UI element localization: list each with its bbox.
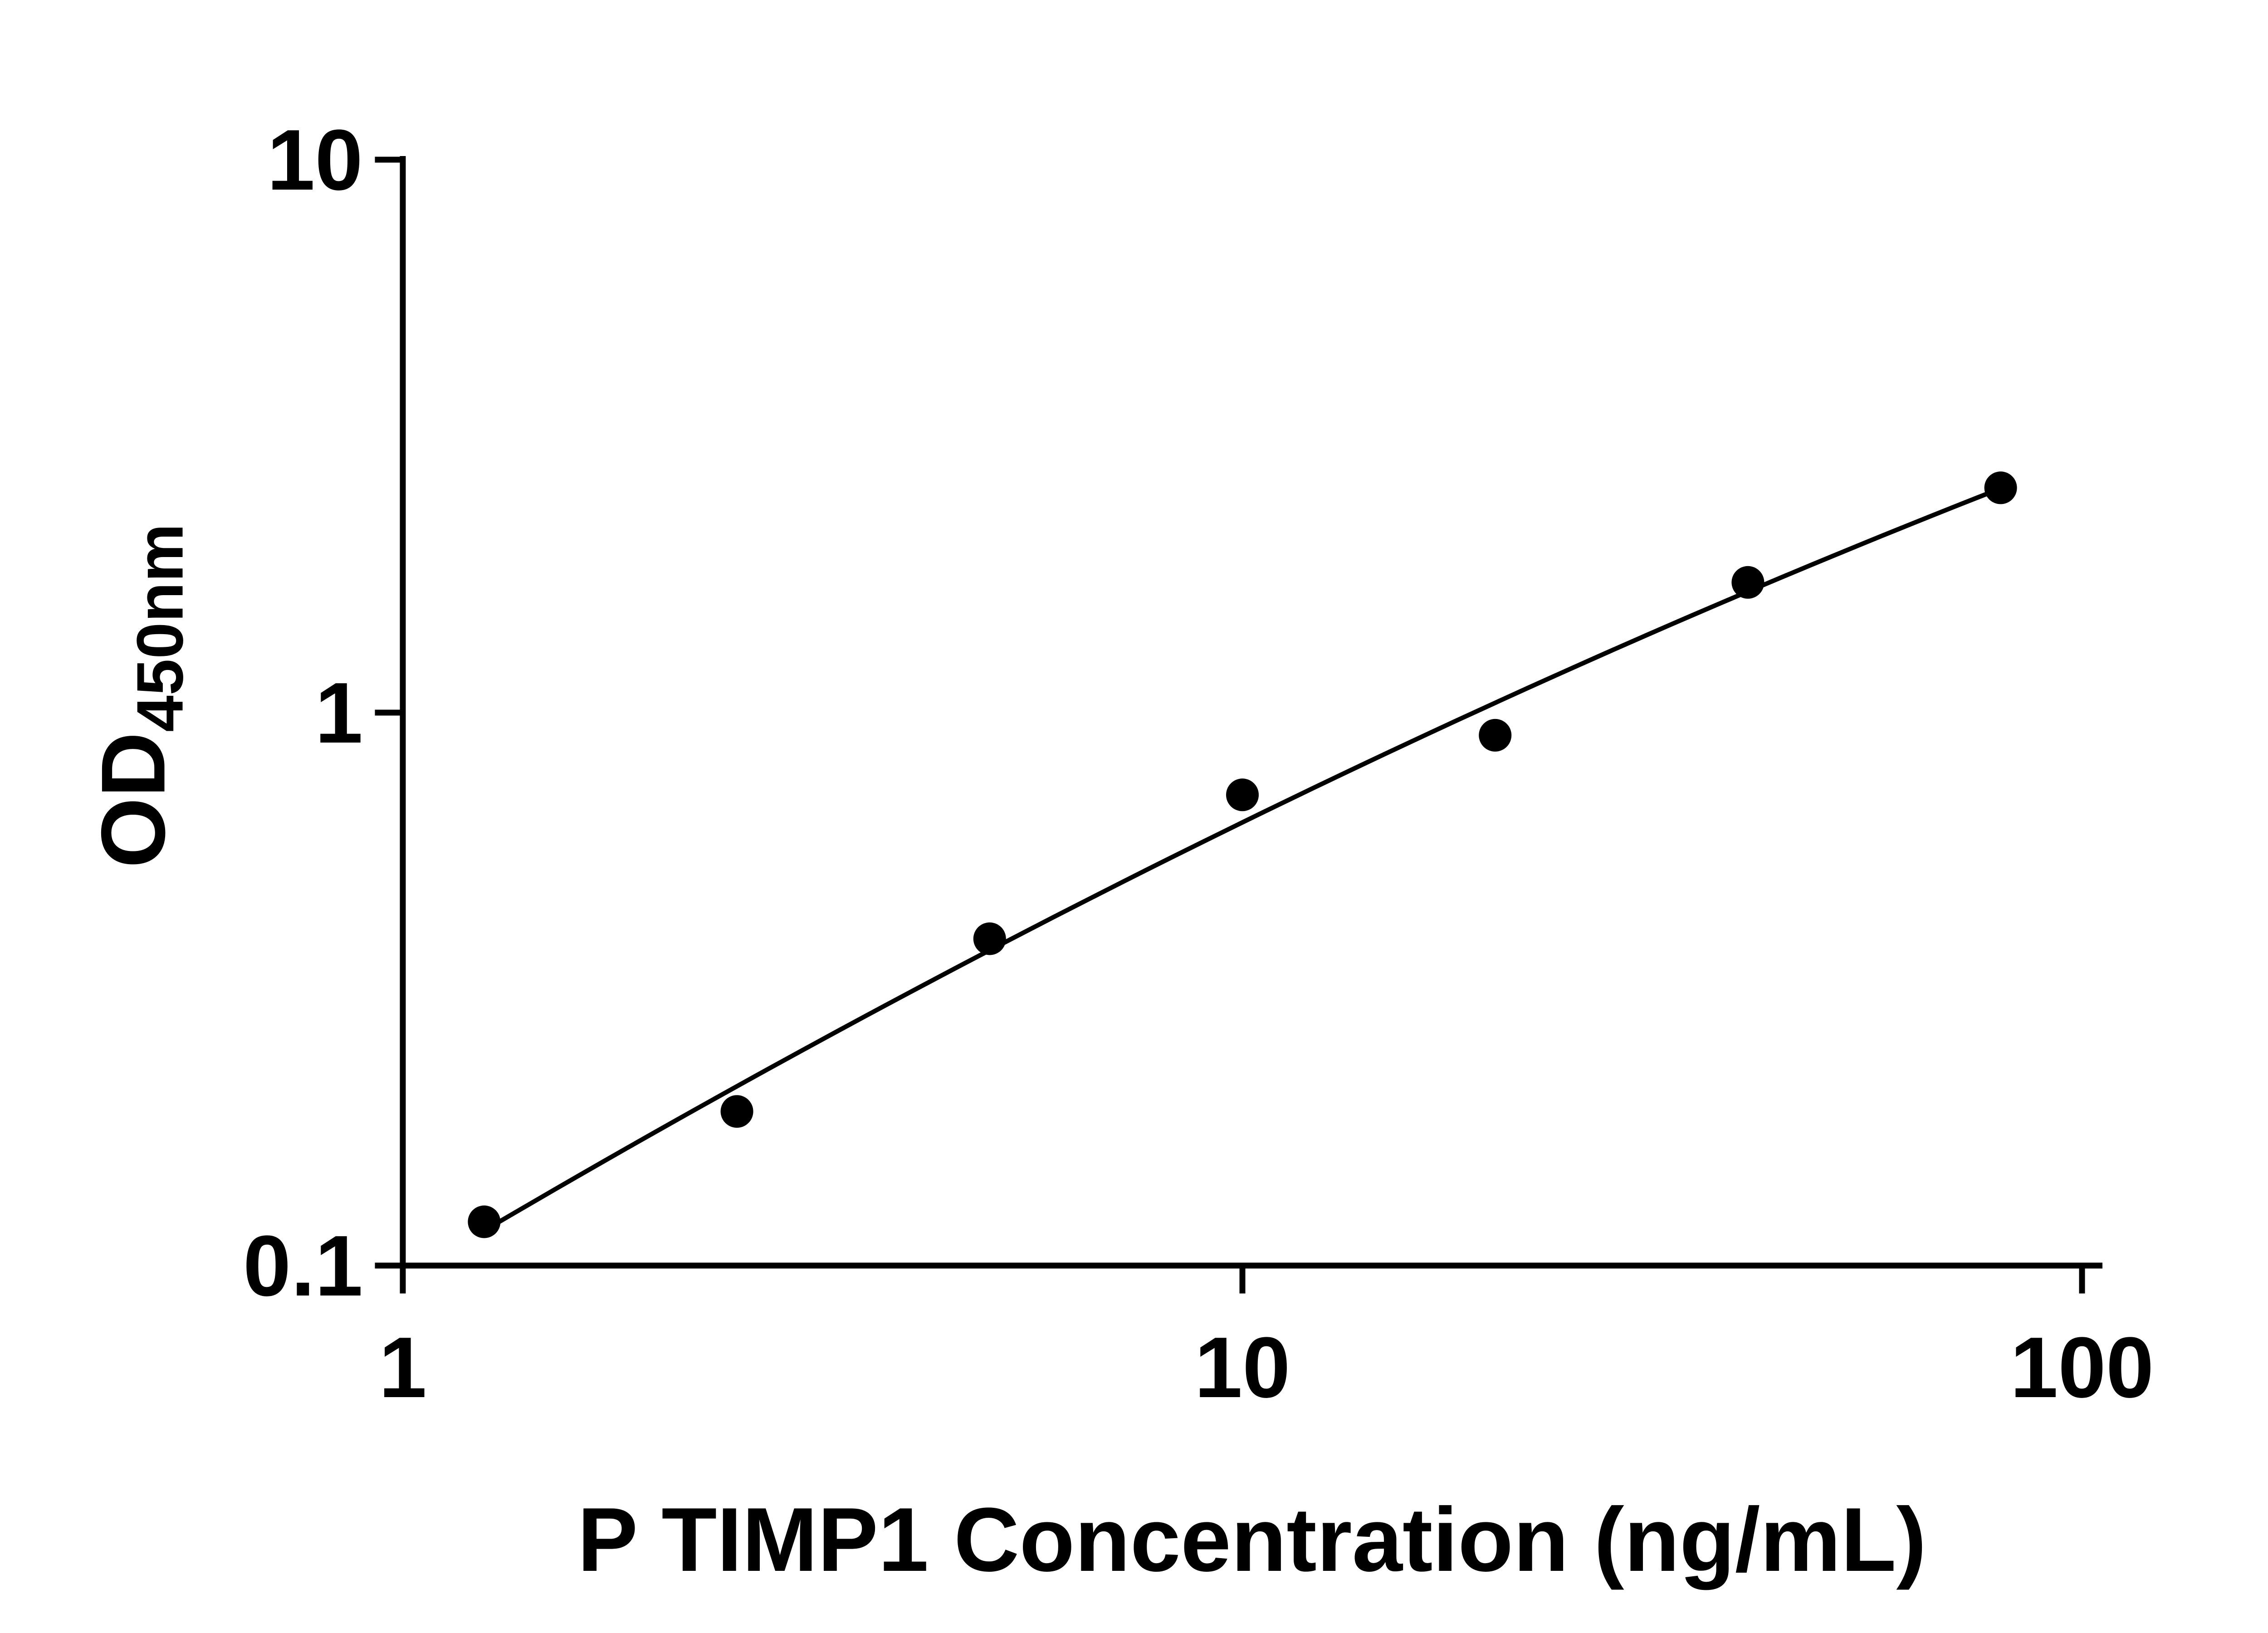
y-axis-title-main: OD xyxy=(83,732,184,868)
axes-frame xyxy=(400,156,2102,1269)
x-axis-title: P TIMP1 Concentration (ng/mL) xyxy=(577,1495,1926,1585)
fit-line xyxy=(483,486,2002,1233)
y-tick-label-1: 1 xyxy=(315,665,363,761)
x-tick-label-10: 10 xyxy=(1194,1320,1290,1416)
y-tick-label-0.1: 0.1 xyxy=(243,1218,363,1314)
y-axis-title-subscript: 450nm xyxy=(123,523,197,732)
y-tick-label-10: 10 xyxy=(267,112,363,208)
data-point-1 xyxy=(468,1205,501,1238)
x-axis-title-text: P TIMP1 Concentration (ng/mL) xyxy=(577,1489,1927,1590)
data-point-6 xyxy=(1731,566,1765,599)
data-point-5 xyxy=(1479,719,1512,752)
data-point-4 xyxy=(1226,778,1259,812)
y-axis-title: OD450nm xyxy=(83,523,197,868)
data-point-3 xyxy=(973,922,1006,955)
x-tick-label-100: 100 xyxy=(2010,1320,2154,1416)
x-tick-label-1: 1 xyxy=(379,1320,427,1416)
data-point-7 xyxy=(1984,471,2017,504)
data-point-2 xyxy=(720,1095,753,1128)
